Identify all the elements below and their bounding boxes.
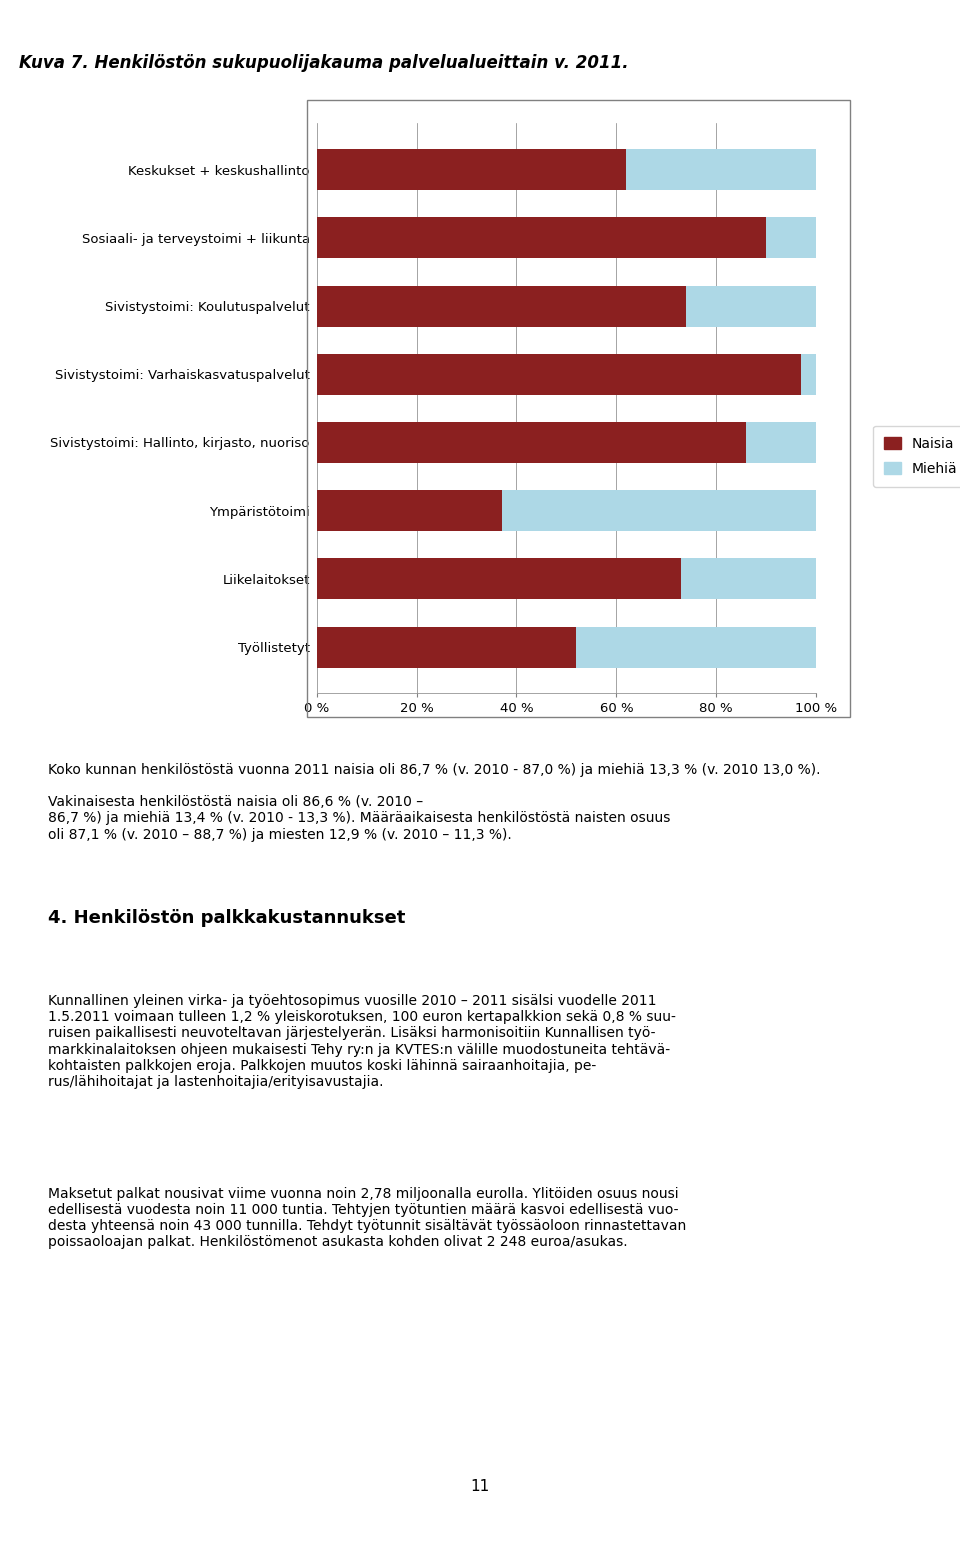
Text: Koko kunnan henkilöstöstä vuonna 2011 naisia oli 86,7 % (v. 2010 - 87,0 %) ja mi: Koko kunnan henkilöstöstä vuonna 2011 na… [48,763,821,841]
Bar [576,627,816,667]
Bar [626,149,816,190]
Bar [317,285,686,327]
Bar [682,558,816,599]
Bar [317,149,626,190]
Bar [317,490,501,532]
Bar [686,285,816,327]
Text: Maksetut palkat nousivat viime vuonna noin 2,78 miljoonalla eurolla. Ylitöiden o: Maksetut palkat nousivat viime vuonna no… [48,1187,686,1250]
Text: 4. Henkilöstön palkkakustannukset: 4. Henkilöstön palkkakustannukset [48,909,405,928]
Text: Kuva 7. Henkilöstön sukupuolijakauma palvelualueittain v. 2011.: Kuva 7. Henkilöstön sukupuolijakauma pal… [19,54,629,72]
Legend: Naisia, Miehiä: Naisia, Miehiä [874,425,960,487]
Bar [317,217,766,259]
Bar [317,422,746,462]
Bar [317,627,576,667]
Bar [501,490,816,532]
Bar [317,558,682,599]
Text: 11: 11 [470,1479,490,1495]
Text: Kunnallinen yleinen virka- ja työehtosopimus vuosille 2010 – 2011 sisälsi vuodel: Kunnallinen yleinen virka- ja työehtosop… [48,994,676,1089]
Bar [746,422,816,462]
Bar [801,354,816,394]
Bar [766,217,816,259]
Bar [317,354,801,394]
